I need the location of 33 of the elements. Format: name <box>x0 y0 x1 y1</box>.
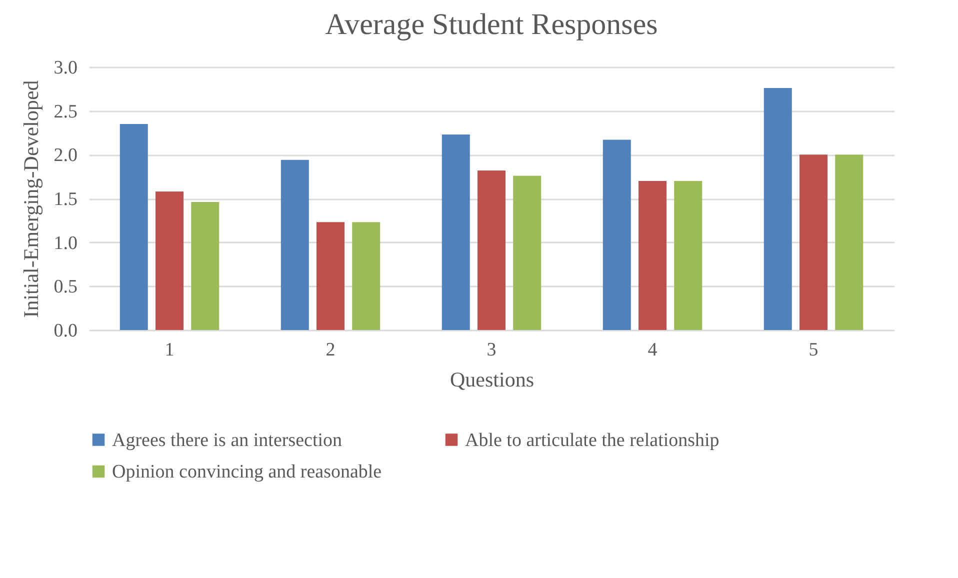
y-tick-label: 2.5 <box>54 101 78 122</box>
legend-label: Opinion convincing and reasonable <box>112 462 382 482</box>
bar <box>513 176 542 330</box>
bar <box>280 160 309 330</box>
y-tick-label: 2.0 <box>54 145 78 166</box>
x-tick-label: 4 <box>648 340 658 360</box>
legend-label: Agrees there is an intersection <box>112 430 343 451</box>
bar <box>674 180 702 330</box>
y-axis-title: Initial-Emerging-Developed <box>18 80 43 318</box>
x-tick-label: 3 <box>486 340 496 360</box>
bar <box>316 222 344 330</box>
x-tick-label: 5 <box>808 340 818 360</box>
x-tick-label: 1 <box>164 340 174 360</box>
y-tick-label: 0.5 <box>54 276 78 298</box>
bar <box>156 191 184 330</box>
bar <box>638 180 666 330</box>
bar <box>442 134 470 330</box>
bar <box>352 222 380 330</box>
bar <box>800 154 828 330</box>
x-tick-label: 2 <box>326 340 336 360</box>
y-tick-label: 3.0 <box>54 58 78 78</box>
legend-label: Able to articulate the relationship <box>465 430 720 451</box>
bar <box>764 88 792 330</box>
y-tick-label: 1.5 <box>54 189 78 210</box>
y-tick-label: 1.0 <box>54 232 78 254</box>
bar <box>191 202 220 330</box>
bar <box>835 154 864 330</box>
bar <box>478 170 506 330</box>
y-tick-label: 0.0 <box>54 320 78 342</box>
bar <box>602 140 631 330</box>
chart-title: Average Student Responses <box>325 8 658 41</box>
bar <box>120 124 148 330</box>
x-axis-title: Questions <box>450 368 534 392</box>
